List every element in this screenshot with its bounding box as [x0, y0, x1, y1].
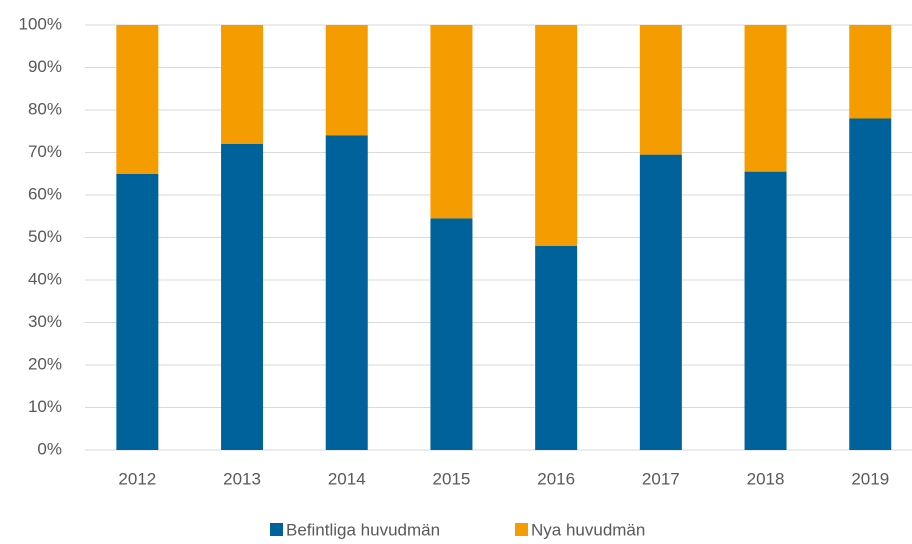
bar-segment [430, 218, 473, 450]
legend-swatch [515, 523, 528, 536]
y-tick-label: 10% [28, 397, 62, 416]
bar-segment [221, 25, 264, 144]
bar-segment [744, 25, 787, 172]
y-tick-label: 80% [28, 99, 62, 118]
bar-segment [535, 25, 578, 246]
y-tick-label: 40% [28, 269, 62, 288]
bar-segment [325, 25, 368, 136]
y-tick-label: 90% [28, 57, 62, 76]
legend-swatch [270, 523, 283, 536]
x-tick-label: 2019 [851, 469, 889, 488]
bar-segment [849, 118, 892, 450]
legend-label: Nya huvudmän [531, 520, 645, 539]
bar-segment [325, 135, 368, 450]
bar-segment [535, 246, 578, 450]
bar-segment [116, 25, 159, 174]
bar-segment [116, 173, 159, 450]
y-tick-label: 100% [19, 14, 62, 33]
bar-segment [639, 154, 682, 450]
x-tick-label: 2015 [433, 469, 471, 488]
x-tick-label: 2013 [223, 469, 261, 488]
bar-segment [221, 144, 264, 450]
x-tick-label: 2014 [328, 469, 366, 488]
x-tick-label: 2017 [642, 469, 680, 488]
bar-segment [639, 25, 682, 155]
y-tick-label: 70% [28, 142, 62, 161]
y-tick-label: 50% [28, 227, 62, 246]
legend-label: Befintliga huvudmän [286, 520, 440, 539]
y-tick-label: 0% [37, 439, 62, 458]
x-tick-label: 2016 [537, 469, 575, 488]
x-tick-label: 2012 [118, 469, 156, 488]
bar-segment [849, 25, 892, 119]
y-tick-label: 60% [28, 184, 62, 203]
bar-segment [430, 25, 473, 219]
y-tick-label: 30% [28, 312, 62, 331]
y-tick-label: 20% [28, 354, 62, 373]
bar-segment [744, 171, 787, 450]
x-tick-label: 2018 [747, 469, 785, 488]
